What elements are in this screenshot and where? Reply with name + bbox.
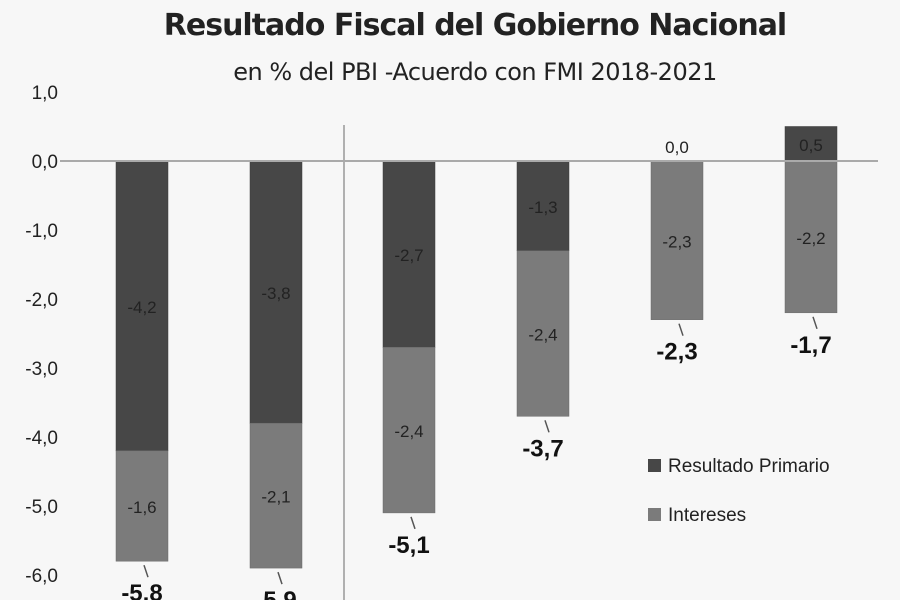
data-label-intereses: -2,4 — [528, 326, 557, 345]
total-leader-line — [143, 564, 149, 578]
legend-label: Intereses — [668, 505, 746, 526]
total-label: -3,7 — [522, 435, 563, 462]
bar-intereses — [784, 160, 838, 314]
bar-resultado-primario — [249, 160, 303, 424]
total-label: -1,7 — [790, 332, 831, 359]
y-tick-label: 1,0 — [32, 83, 58, 104]
y-tick-label: -5,0 — [25, 497, 58, 518]
bar-intereses — [249, 422, 303, 569]
legend-swatch — [648, 508, 661, 521]
bar-intereses — [516, 250, 570, 417]
y-tick-label: -6,0 — [25, 566, 58, 587]
data-label-primario: 0,5 — [799, 136, 823, 155]
legend-label: Resultado Primario — [668, 456, 830, 477]
y-tick-label: -4,0 — [25, 428, 58, 449]
bar-resultado-primario — [516, 160, 570, 251]
bar-intereses — [382, 347, 436, 514]
bar-resultado-primario — [382, 160, 436, 348]
total-label: -5,9 — [255, 587, 296, 600]
total-label: -5,1 — [388, 532, 429, 559]
data-label-intereses: -1,6 — [127, 498, 156, 517]
bar-intereses — [115, 450, 169, 562]
chart-title: Resultado Fiscal del Gobierno Nacional — [163, 8, 787, 43]
total-leader-line — [277, 571, 283, 585]
bar-intereses — [650, 160, 704, 320]
data-label-intereses: -2,3 — [662, 232, 691, 251]
chart-subtitle: en % del PBI -Acuerdo con FMI 2018-2021 — [233, 58, 717, 86]
data-label-primario: -4,2 — [127, 298, 156, 317]
data-label-primario: 0,0 — [665, 138, 689, 157]
total-leader-line — [544, 420, 550, 433]
data-label-primario: -3,8 — [261, 284, 290, 303]
total-label: -5,8 — [121, 580, 162, 600]
total-leader-line — [410, 516, 416, 530]
total-leader-line — [678, 323, 684, 336]
total-label: -2,3 — [656, 339, 697, 366]
data-label-intereses: -2,2 — [796, 229, 825, 248]
y-tick-label: -2,0 — [25, 290, 58, 311]
total-leader-line — [812, 316, 818, 330]
data-label-intereses: -2,4 — [394, 422, 423, 441]
y-tick-label: 0,0 — [32, 152, 58, 173]
legend-swatch — [648, 459, 661, 472]
y-tick-label: -3,0 — [25, 359, 58, 380]
data-label-primario: -1,3 — [528, 198, 557, 217]
y-tick-label: -1,0 — [25, 221, 58, 242]
bar-resultado-primario — [784, 126, 838, 162]
data-label-primario: -2,7 — [394, 246, 423, 265]
data-label-intereses: -2,1 — [261, 488, 290, 507]
